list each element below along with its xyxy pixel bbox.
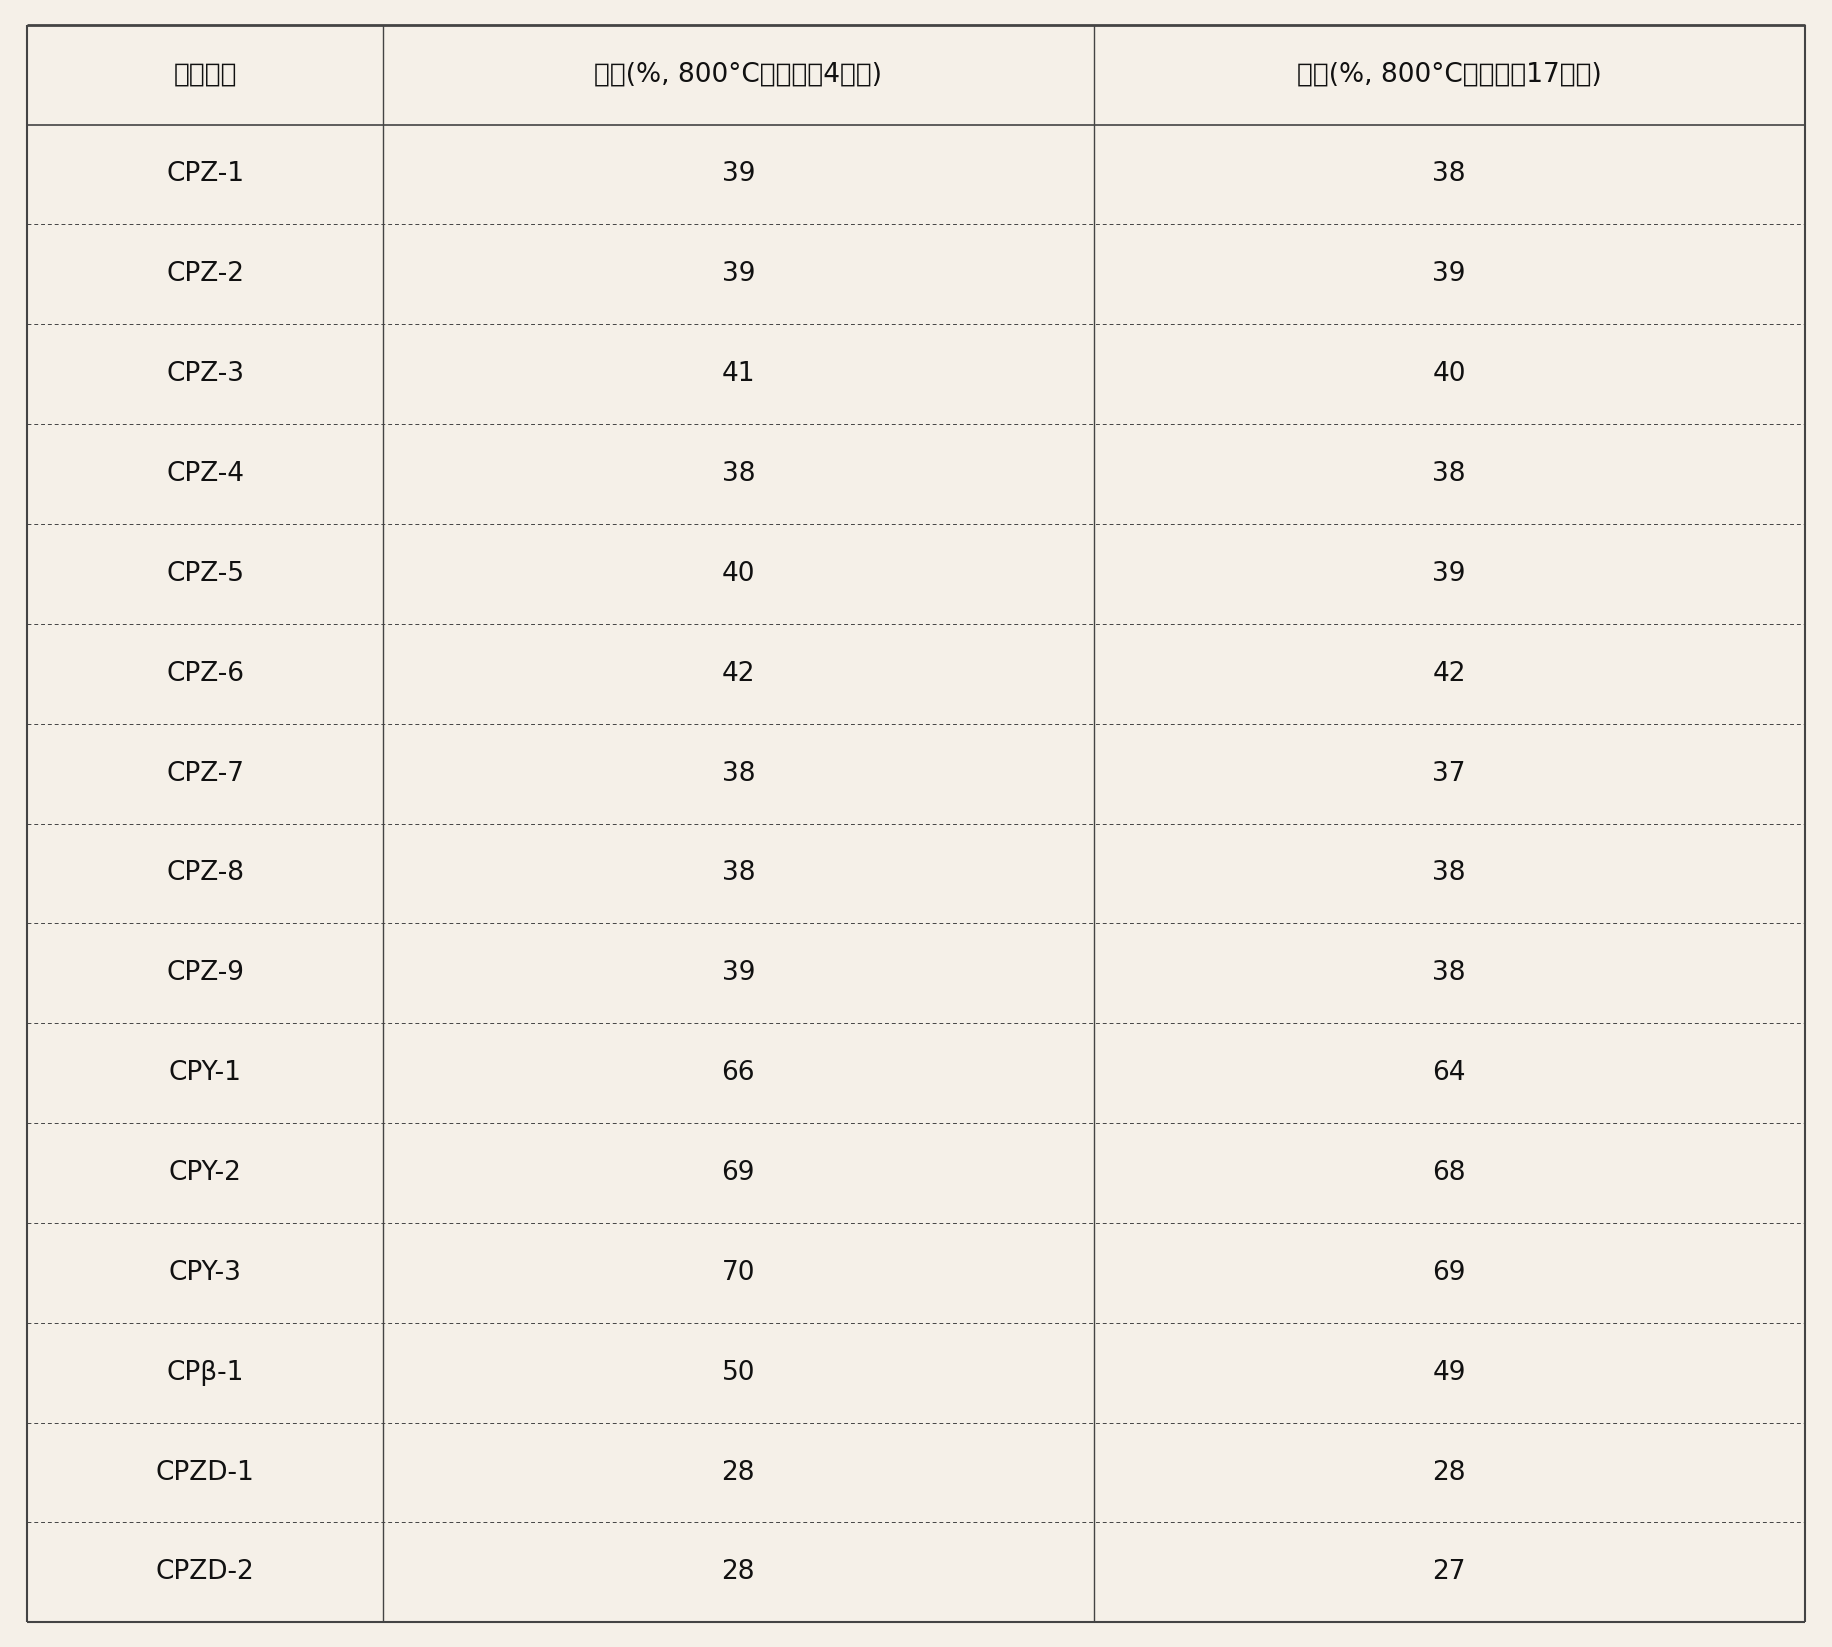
Text: 66: 66 bbox=[722, 1061, 755, 1085]
Text: 27: 27 bbox=[1433, 1560, 1466, 1586]
Text: 39: 39 bbox=[722, 262, 755, 287]
Text: 38: 38 bbox=[722, 860, 755, 886]
Text: 39: 39 bbox=[1433, 562, 1466, 586]
Text: CPβ-1: CPβ-1 bbox=[167, 1360, 244, 1385]
Text: 69: 69 bbox=[1433, 1260, 1466, 1286]
Text: 42: 42 bbox=[722, 660, 755, 687]
Text: CPZ-7: CPZ-7 bbox=[167, 761, 244, 787]
Text: 64: 64 bbox=[1433, 1061, 1466, 1085]
Text: 28: 28 bbox=[1433, 1459, 1466, 1486]
Text: 38: 38 bbox=[1433, 161, 1466, 188]
Text: 微活(%, 800°C水热老化4小时): 微活(%, 800°C水热老化4小时) bbox=[594, 61, 883, 87]
Text: 50: 50 bbox=[722, 1360, 755, 1385]
Text: 39: 39 bbox=[722, 960, 755, 987]
Text: 微活(%, 800°C水热老化17小时): 微活(%, 800°C水热老化17小时) bbox=[1297, 61, 1601, 87]
Text: CPZ-2: CPZ-2 bbox=[167, 262, 244, 287]
Text: CPZ-6: CPZ-6 bbox=[167, 660, 244, 687]
Text: CPZ-9: CPZ-9 bbox=[167, 960, 244, 987]
Text: CPZD-2: CPZD-2 bbox=[156, 1560, 255, 1586]
Text: 69: 69 bbox=[722, 1159, 755, 1186]
Text: 40: 40 bbox=[1433, 361, 1466, 387]
Text: 70: 70 bbox=[722, 1260, 755, 1286]
Text: 40: 40 bbox=[722, 562, 755, 586]
Text: 样品编号: 样品编号 bbox=[174, 61, 236, 87]
Text: 39: 39 bbox=[1433, 262, 1466, 287]
Text: CPZ-8: CPZ-8 bbox=[167, 860, 244, 886]
Text: CPY-1: CPY-1 bbox=[169, 1061, 242, 1085]
Text: 28: 28 bbox=[722, 1560, 755, 1586]
Text: 68: 68 bbox=[1433, 1159, 1466, 1186]
Text: 38: 38 bbox=[1433, 461, 1466, 488]
Text: CPZD-1: CPZD-1 bbox=[156, 1459, 255, 1486]
Text: 38: 38 bbox=[1433, 960, 1466, 987]
Text: CPY-3: CPY-3 bbox=[169, 1260, 242, 1286]
Text: CPZ-3: CPZ-3 bbox=[167, 361, 244, 387]
Text: CPZ-4: CPZ-4 bbox=[167, 461, 244, 488]
Text: 38: 38 bbox=[722, 461, 755, 488]
Text: 42: 42 bbox=[1433, 660, 1466, 687]
Text: 28: 28 bbox=[722, 1459, 755, 1486]
Text: 37: 37 bbox=[1433, 761, 1466, 787]
Text: 49: 49 bbox=[1433, 1360, 1466, 1385]
Text: 39: 39 bbox=[722, 161, 755, 188]
Text: CPZ-5: CPZ-5 bbox=[167, 562, 244, 586]
Text: 41: 41 bbox=[722, 361, 755, 387]
Text: CPZ-1: CPZ-1 bbox=[167, 161, 244, 188]
Text: 38: 38 bbox=[1433, 860, 1466, 886]
Text: 38: 38 bbox=[722, 761, 755, 787]
Text: CPY-2: CPY-2 bbox=[169, 1159, 242, 1186]
